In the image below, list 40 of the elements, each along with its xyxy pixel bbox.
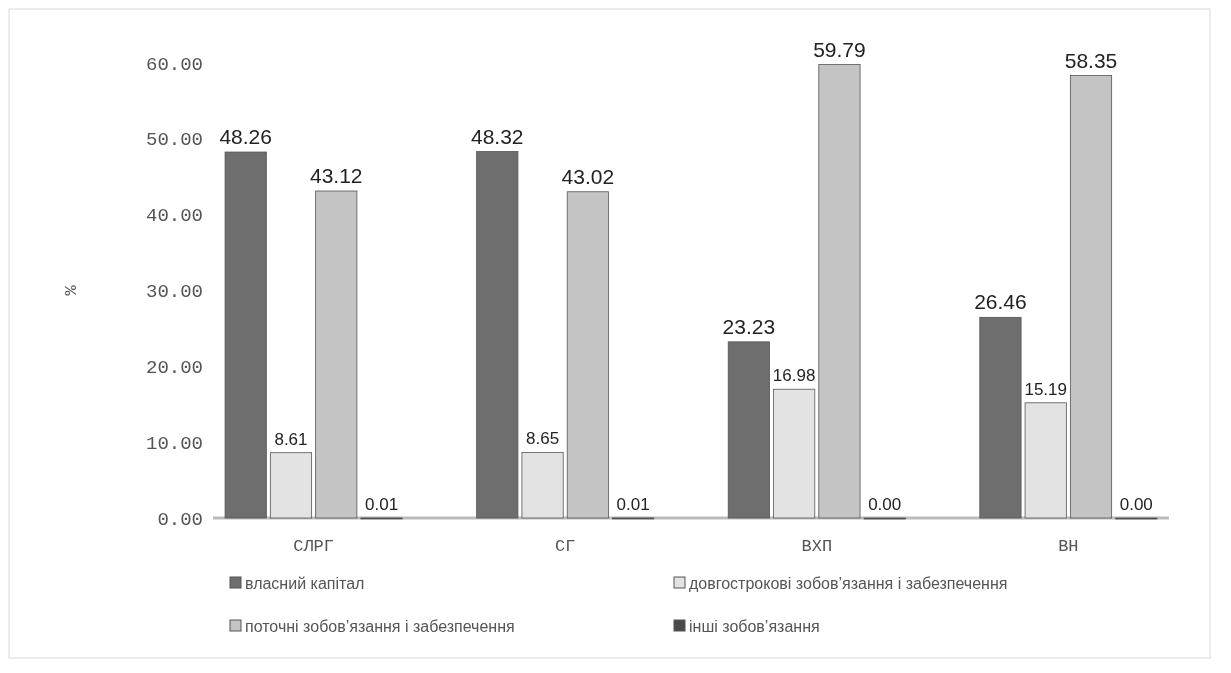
data-label: 0.00 xyxy=(1119,495,1153,514)
data-label: 0.01 xyxy=(616,494,650,514)
y-tick-label: 10.00 xyxy=(145,432,203,455)
data-label: 8.61 xyxy=(274,429,308,449)
data-label: 58.35 xyxy=(1064,48,1118,72)
data-label: 48.26 xyxy=(219,125,272,149)
x-tick-label: ВХП xyxy=(801,537,833,556)
y-tick-label: 20.00 xyxy=(145,356,203,379)
y-axis-title: % xyxy=(62,284,81,296)
y-tick-label: 30.00 xyxy=(145,281,203,304)
x-tick-label: ВН xyxy=(1058,537,1079,556)
legend-label: довгострокові зобов’язання і забезпечення xyxy=(689,574,1008,592)
bar xyxy=(727,341,770,519)
x-tick-label: СГ xyxy=(555,537,576,556)
data-label: 23.23 xyxy=(722,314,776,338)
data-label: 0.00 xyxy=(868,495,902,514)
y-tick-label: 0.00 xyxy=(157,508,203,531)
y-tick-label: 60.00 xyxy=(145,53,203,76)
y-tick-label: 40.00 xyxy=(145,205,203,228)
data-label: 48.32 xyxy=(471,124,524,148)
data-label: 59.79 xyxy=(813,37,866,61)
data-label: 26.46 xyxy=(974,290,1027,314)
legend-label: інші зобов’язання xyxy=(689,617,820,635)
data-label: 16.98 xyxy=(772,366,816,386)
bar xyxy=(979,316,1022,519)
bar xyxy=(476,151,519,519)
data-label: 8.65 xyxy=(526,429,560,449)
bar xyxy=(773,388,816,519)
data-label: 15.19 xyxy=(1024,379,1067,399)
legend-label: поточні зобов’язання і забезпечення xyxy=(245,617,515,635)
data-label: 43.02 xyxy=(561,164,615,188)
bar xyxy=(224,151,267,519)
data-label: 0.01 xyxy=(365,494,399,514)
bar xyxy=(1024,402,1067,519)
bar xyxy=(269,452,313,519)
data-label: 43.12 xyxy=(309,164,363,188)
legend-label: власний капітал xyxy=(245,574,365,592)
x-tick-label: СЛРГ xyxy=(293,537,335,556)
y-tick-label: 50.00 xyxy=(145,129,203,152)
bar xyxy=(521,452,564,519)
